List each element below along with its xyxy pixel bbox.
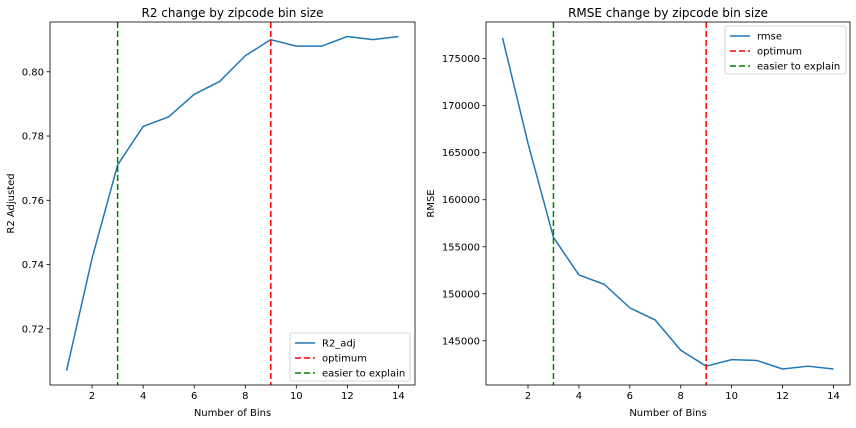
- y-tick-label: 0.72: [22, 324, 44, 335]
- rmse-chart: RMSE change by zipcode bin size 2 4 6 8 10 12 1…: [426, 6, 851, 419]
- legend-label: optimum: [322, 354, 367, 365]
- y-tick-label: 160000: [442, 195, 480, 206]
- chart-title: RMSE change by zipcode bin size: [568, 6, 768, 20]
- y-axis-label: R2 Adjusted: [6, 173, 17, 233]
- legend-label: easier to explain: [757, 62, 840, 73]
- x-axis-label: Number of Bins: [194, 408, 271, 419]
- x-tick-label: 8: [242, 391, 248, 402]
- x-tick-label: 6: [627, 391, 633, 402]
- y-tick-label: 145000: [442, 336, 480, 347]
- x-axis-label: Number of Bins: [629, 408, 706, 419]
- legend-label: optimum: [757, 47, 802, 58]
- chart-title: R2 change by zipcode bin size: [142, 6, 324, 20]
- plot-frame: [485, 21, 851, 386]
- y-tick-label: 150000: [442, 289, 480, 300]
- x-tick-label: 10: [725, 391, 738, 402]
- x-tick-label: 4: [140, 391, 146, 402]
- y-tick-label: 155000: [442, 242, 480, 253]
- x-tick-label: 10: [290, 391, 303, 402]
- x-tick-label: 12: [776, 391, 789, 402]
- legend-label: easier to explain: [322, 369, 405, 380]
- legend-box: [289, 332, 411, 382]
- legend-label: rmse: [757, 32, 782, 43]
- r2-chart: R2 change by zipcode bin size 2 4 6 8 10 12 14 0…: [6, 6, 416, 419]
- y-tick-label: 0.76: [22, 196, 44, 207]
- x-tick-label: 14: [392, 391, 405, 402]
- y-tick-label: 0.80: [22, 67, 44, 78]
- y-tick-label: 0.78: [22, 132, 44, 143]
- series-line-R2_adj: [65, 35, 399, 371]
- series-line-rmse: [501, 37, 834, 370]
- x-tick-label: 14: [827, 391, 840, 402]
- legend-label: R2_adj: [322, 339, 356, 350]
- x-tick-label: 12: [341, 391, 354, 402]
- x-tick-label: 4: [576, 391, 582, 402]
- legend-box: [724, 25, 847, 75]
- x-tick-label: 6: [191, 391, 197, 402]
- plot-frame: [49, 21, 416, 386]
- y-axis-label: RMSE: [426, 189, 437, 217]
- x-tick-label: 2: [525, 391, 531, 402]
- y-tick-label: 0.74: [22, 260, 44, 271]
- legend: rmse optimum easier to explain: [724, 25, 847, 75]
- y-tick-label: 170000: [442, 101, 480, 112]
- x-tick-label: 2: [89, 391, 95, 402]
- y-tick-label: 175000: [442, 54, 480, 65]
- y-tick-label: 165000: [442, 148, 480, 159]
- x-tick-label: 8: [678, 391, 684, 402]
